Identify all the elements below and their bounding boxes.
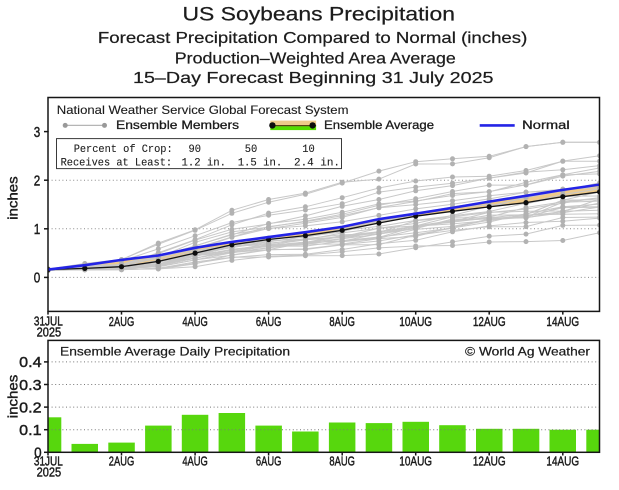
svg-text:National Weather Service Globa: National Weather Service Global Forecast… [57,103,349,117]
svg-text:15–Day Forecast Beginning 31 J: 15–Day Forecast Beginning 31 July 2025 [133,70,494,87]
svg-text:Ensemble Members: Ensemble Members [116,118,239,132]
svg-text:0.1: 0.1 [19,422,41,439]
svg-text:12AUG: 12AUG [473,314,506,329]
svg-text:2AUG: 2AUG [109,314,135,329]
svg-text:US Soybeans Precipitation: US Soybeans Precipitation [183,4,456,25]
svg-text:Receives at Least:: Receives at Least: [61,157,173,169]
svg-text:4AUG: 4AUG [182,314,208,329]
svg-text:Percent of Crop:: Percent of Crop: [74,144,173,156]
svg-text:2.4 in.: 2.4 in. [294,157,340,169]
svg-text:inches: inches [5,176,21,220]
svg-text:12AUG: 12AUG [473,453,506,468]
svg-text:31JUL: 31JUL [34,314,63,329]
svg-text:inches: inches [5,375,21,419]
svg-text:2: 2 [34,173,41,190]
svg-text:2025: 2025 [37,325,62,340]
svg-text:31JUL: 31JUL [34,453,63,468]
svg-text:10AUG: 10AUG [399,314,432,329]
svg-text:0.4: 0.4 [19,354,41,371]
svg-text:© World Ag Weather: © World Ag Weather [465,344,590,358]
svg-text:10: 10 [302,144,315,156]
svg-text:8AUG: 8AUG [329,314,355,329]
svg-text:90: 90 [189,144,202,156]
svg-text:2AUG: 2AUG [109,453,135,468]
svg-text:Ensemble Average Daily Precipi: Ensemble Average Daily Precipitation [60,344,290,358]
svg-text:0.3: 0.3 [19,377,41,394]
svg-text:Production–Weighted Area Avera: Production–Weighted Area Average [175,51,456,68]
svg-text:14AUG: 14AUG [546,314,579,329]
svg-text:1.5 in.: 1.5 in. [238,157,283,169]
svg-text:0: 0 [34,445,42,462]
svg-text:6AUG: 6AUG [256,314,282,329]
svg-text:50: 50 [245,144,257,156]
svg-text:2025: 2025 [37,464,62,479]
svg-text:Forecast Precipitation Compare: Forecast Precipitation Compared to Norma… [98,30,527,47]
svg-text:10AUG: 10AUG [399,453,432,468]
svg-text:0: 0 [34,270,41,287]
svg-text:3: 3 [34,124,41,141]
svg-text:0.2: 0.2 [19,399,41,416]
svg-text:Normal: Normal [522,118,569,132]
svg-text:4AUG: 4AUG [182,453,208,468]
svg-text:14AUG: 14AUG [546,453,579,468]
svg-text:1: 1 [34,221,41,238]
svg-text:Ensemble Average: Ensemble Average [324,118,434,132]
svg-text:1.2 in.: 1.2 in. [182,157,227,169]
svg-text:8AUG: 8AUG [329,453,355,468]
svg-text:6AUG: 6AUG [256,453,282,468]
